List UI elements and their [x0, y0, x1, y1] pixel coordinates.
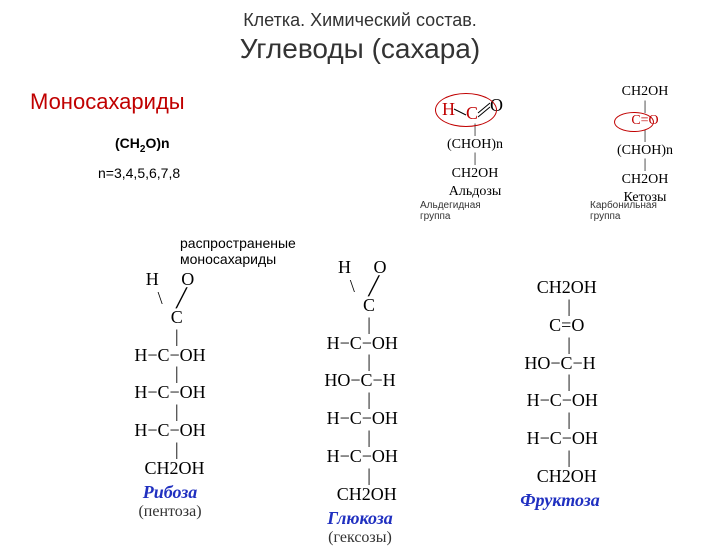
monosaccharides-heading: Моносахариды: [30, 90, 190, 114]
ketose-structure: CH2OH|C=O|(CHOH)n|CH2OH Кетозы: [590, 85, 700, 206]
aldehyde-group-label: Альдегидная группа: [420, 200, 500, 222]
slide-title: Углеводы (сахара): [0, 33, 720, 65]
carbonyl-circle-icon: [614, 112, 654, 132]
aldose-title: Альдозы: [420, 184, 530, 200]
general-formula: (CH2O)n: [115, 135, 170, 155]
fructose-name: Фруктоза: [480, 490, 640, 511]
carbonyl-group-label: Карбонильная группа: [590, 200, 670, 222]
ribose-name: Рибоза: [100, 482, 240, 503]
aldehyde-circle-icon: [435, 93, 497, 127]
ribose-structure: H O \ ╱ C |H−C−OH |H−C−OH |H−C−OH | CH2O…: [100, 270, 240, 521]
slide-pretitle: Клетка. Химический состав.: [0, 10, 720, 31]
glucose-chain: H O \ ╱ C | H−C−OH |HO−C−H | H−C−OH | H−…: [280, 258, 440, 504]
ketose-chain: CH2OH|C=O|(CHOH)n|CH2OH: [590, 85, 700, 188]
ribose-chain: H O \ ╱ C |H−C−OH |H−C−OH |H−C−OH | CH2O…: [100, 270, 240, 478]
ribose-class: (пентоза): [100, 503, 240, 521]
aldose-chain: |(CHOH)n|CH2OH: [420, 123, 530, 182]
glucose-name: Глюкоза: [280, 508, 440, 529]
n-values: n=3,4,5,6,7,8: [98, 165, 180, 181]
glucose-structure: H O \ ╱ C | H−C−OH |HO−C−H | H−C−OH | H−…: [280, 258, 440, 547]
fructose-structure: CH2OH | C=O |HO−C−H | H−C−OH | H−C−OH | …: [480, 278, 640, 511]
glucose-class: (гексозы): [280, 529, 440, 547]
fructose-chain: CH2OH | C=O |HO−C−H | H−C−OH | H−C−OH | …: [480, 278, 640, 486]
